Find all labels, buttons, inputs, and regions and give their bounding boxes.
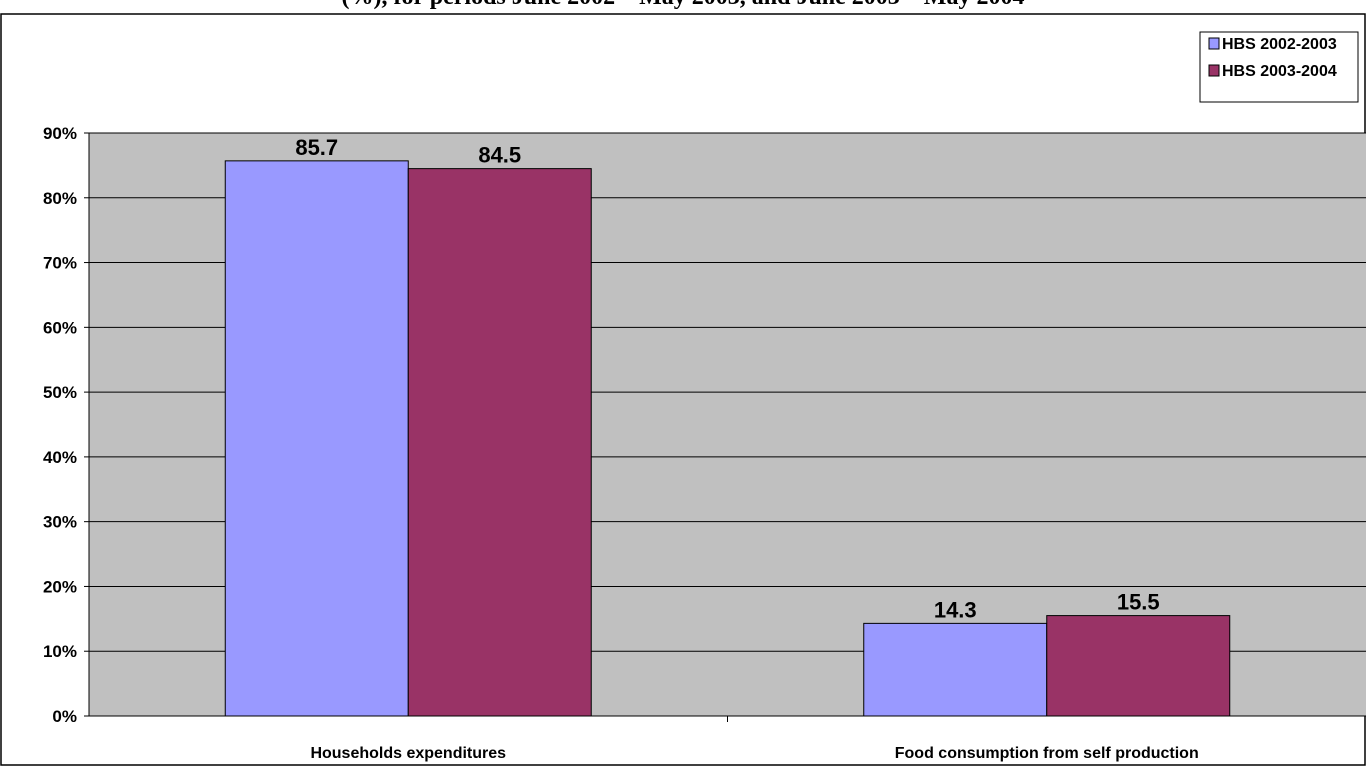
y-tick-label: 10% [43, 642, 77, 661]
data-label: 14.3 [934, 597, 977, 622]
x-tick-label: Households expenditures [310, 745, 506, 762]
bar [224, 160, 409, 717]
y-tick-label: 90% [43, 124, 77, 143]
bar [863, 622, 1048, 717]
y-tick-label: 30% [43, 513, 77, 532]
legend-label: HBS 2002-2003 [1222, 36, 1337, 53]
bar [407, 168, 592, 717]
legend: HBS 2002-2003 HBS 2003-2004 [1199, 31, 1359, 103]
bars [224, 160, 1231, 717]
axes: 0% 10% 20% 30% 40% 50% 60% 70% 80% 90% Households … [43, 124, 1366, 762]
legend-box [1199, 31, 1359, 103]
y-tick-label: 60% [43, 318, 77, 337]
chart-title: (%), for periods June 2002 – May 2003, a… [0, 0, 1366, 11]
x-tick-label: Food consumption from self production [895, 745, 1199, 762]
legend-swatch [1208, 64, 1220, 77]
bar [1046, 615, 1231, 717]
y-tick-label: 0% [52, 707, 77, 726]
data-label: 84.5 [478, 143, 521, 168]
y-tick-label: 70% [43, 254, 77, 273]
legend-swatch [1208, 37, 1220, 50]
data-labels: 85.7 84.5 14.3 15.5 [295, 135, 1159, 623]
y-tick-label: 40% [43, 448, 77, 467]
data-label: 15.5 [1117, 590, 1160, 615]
y-tick-label: 80% [43, 189, 77, 208]
y-tick-label: 20% [43, 577, 77, 596]
y-tick-label: 50% [43, 383, 77, 402]
legend-label: HBS 2003-2004 [1222, 63, 1337, 80]
data-label: 85.7 [295, 135, 338, 160]
